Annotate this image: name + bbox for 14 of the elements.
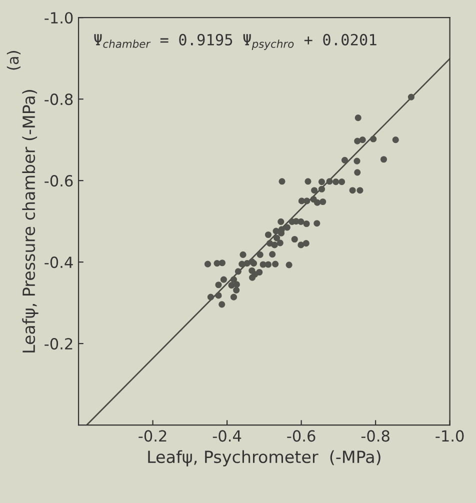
y-tick-label: -0.2 [44,338,72,350]
x-tick-label: -0.8 [361,430,390,442]
x-tick-label: -0.4 [212,430,242,442]
text: (a) [6,51,21,70]
x-tick-label: -1.0 [436,430,464,442]
annotation: Ψ$_{chamber}$ = 0.9195 Ψ$_{psychro}$ + 0.0201 [94,34,376,50]
x-tick-label: -0.6 [287,430,316,442]
y-tick-label: -1.0 [44,12,73,24]
y-tick-label: -0.6 [44,175,73,187]
x-axis-title: Leafψ, Psychrometer (-MPa) [148,450,380,466]
x-tick-label: -0.2 [138,430,166,442]
y-tick-label: -0.4 [44,256,73,268]
y-axis-title: Leafψ, Pressure chamber (-MPa) [22,90,38,352]
y-tick-label: -0.8 [44,94,73,106]
